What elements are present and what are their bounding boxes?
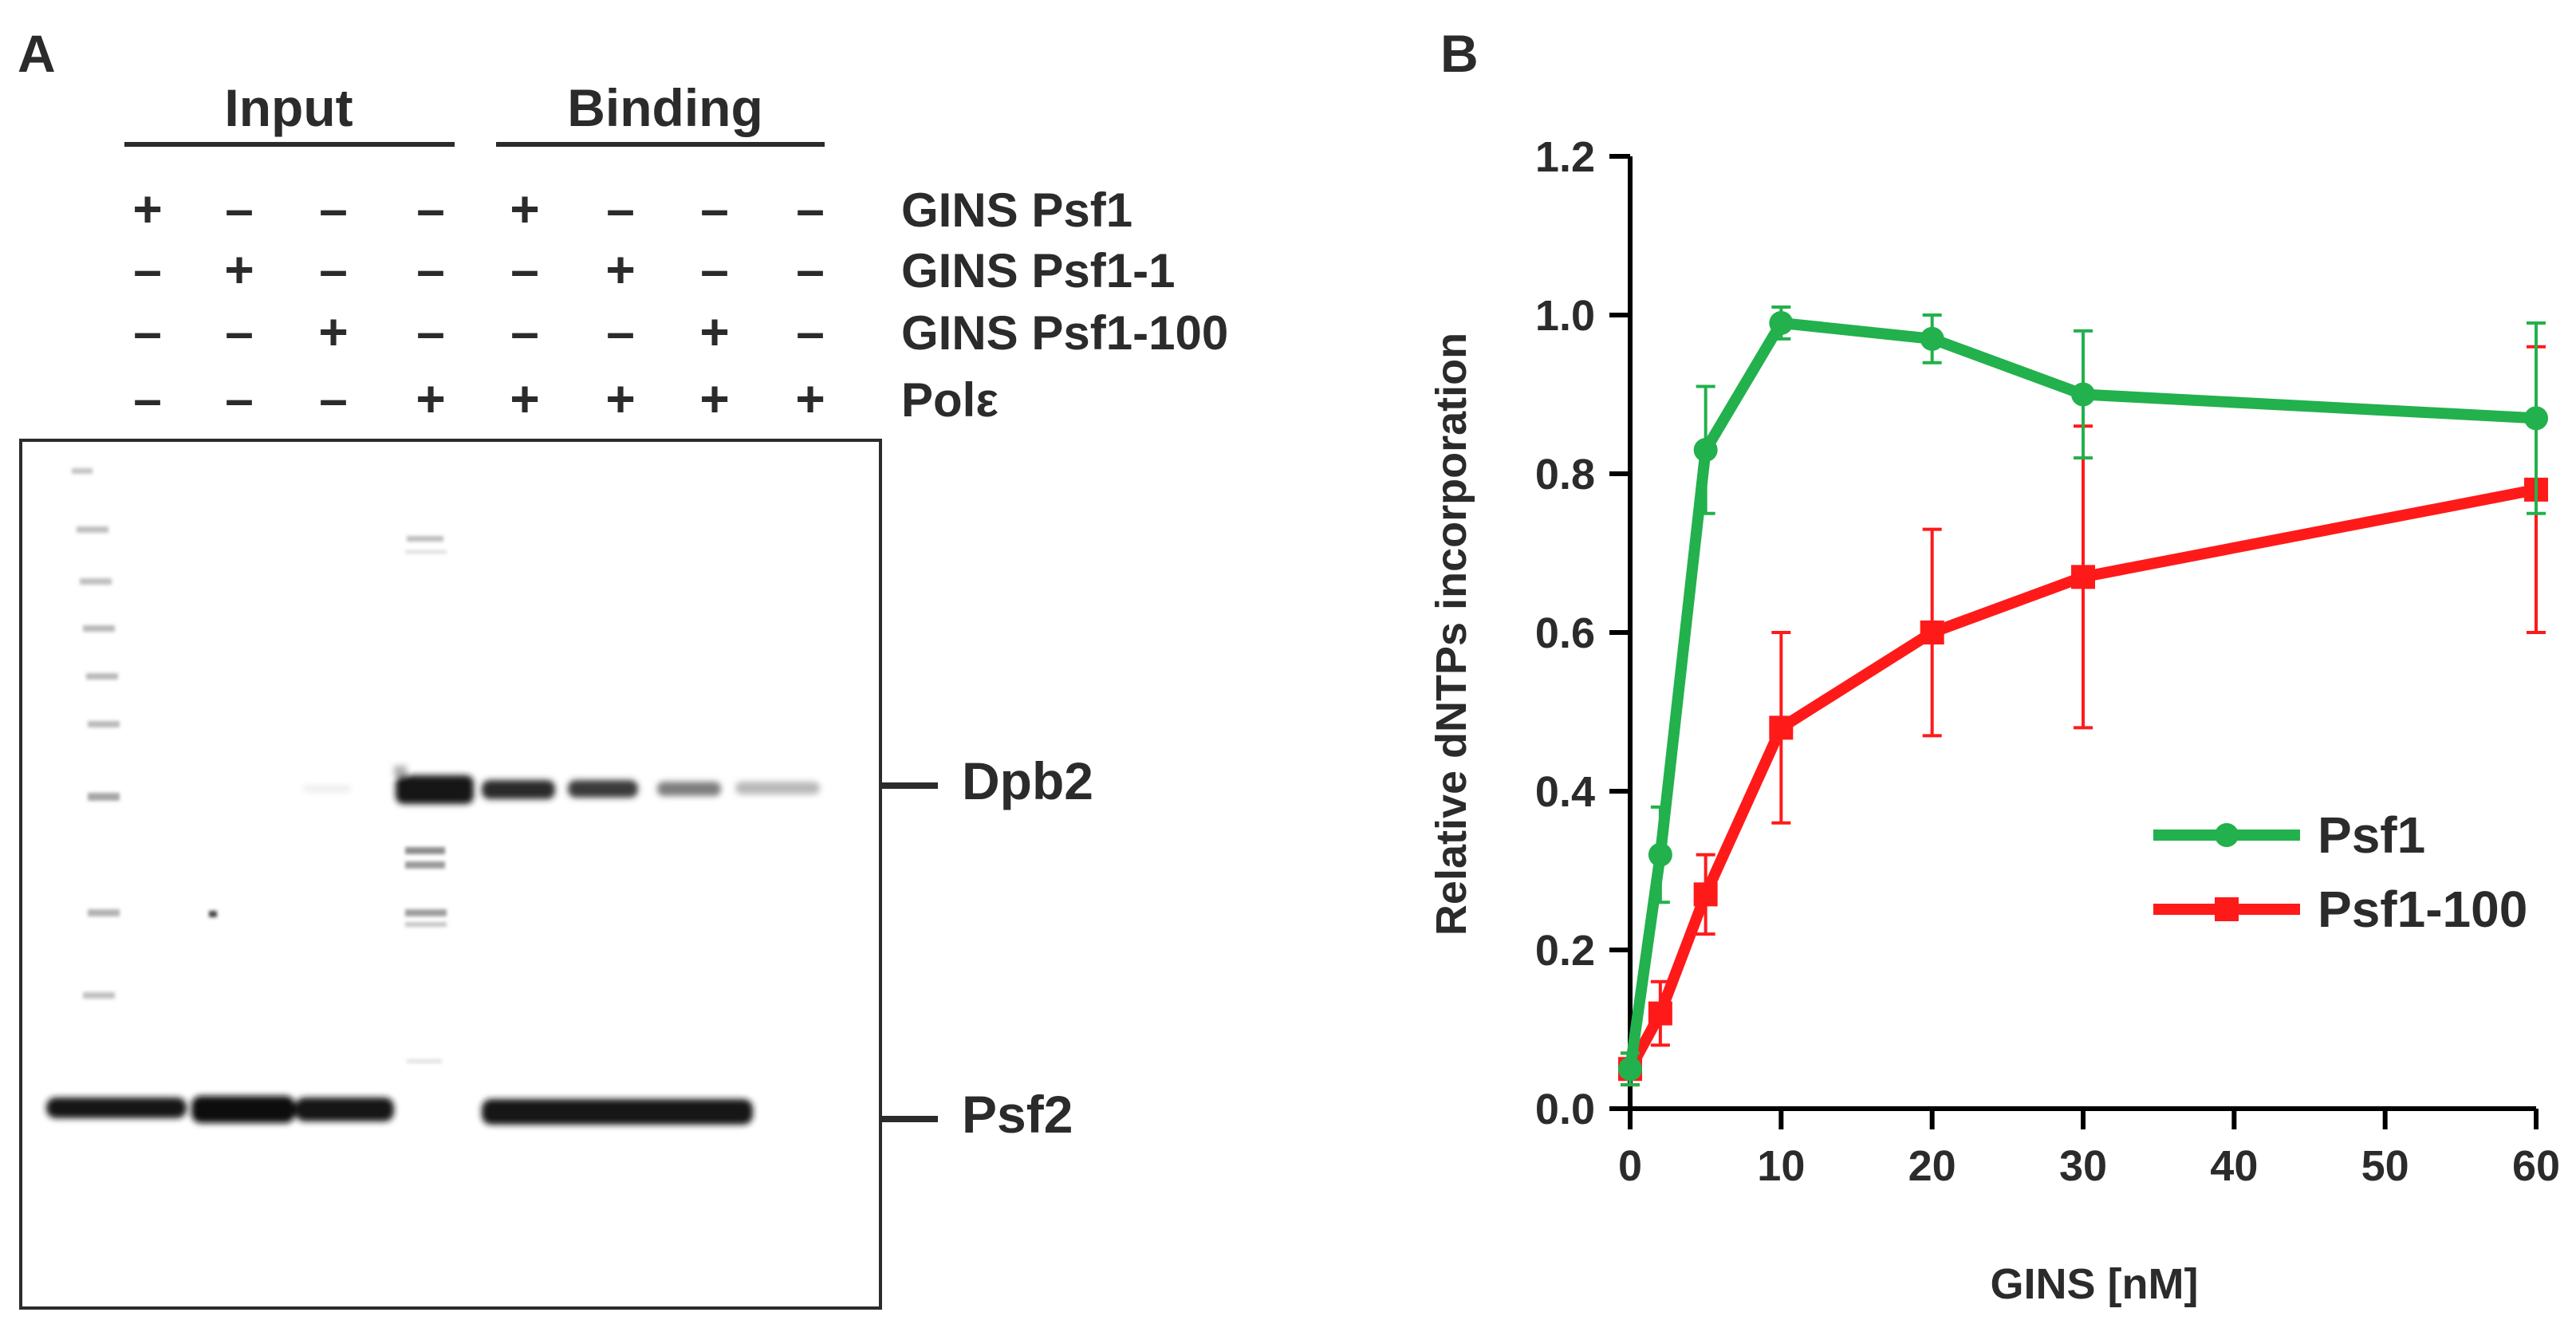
lane-sign: –: [796, 303, 825, 361]
data-point: [1618, 1057, 1642, 1082]
western-blot-image: [46, 468, 820, 1125]
lane-sign: +: [416, 370, 445, 428]
legend-label: Psf1-100: [2318, 881, 2527, 938]
lane-sign: –: [225, 180, 254, 238]
lane-sign: –: [319, 370, 348, 428]
lane-sign: –: [319, 241, 348, 298]
lane-sign: –: [606, 180, 635, 238]
x-tick-label: 40: [2210, 1142, 2258, 1190]
y-tick-label: 0.6: [1535, 609, 1595, 657]
y-tick-label: 0.0: [1535, 1086, 1595, 1133]
lane-sign: –: [796, 180, 825, 238]
lane-sign: +: [605, 241, 635, 298]
group-header-binding: Binding: [567, 78, 763, 137]
data-point: [1693, 882, 1718, 907]
pol-epsilon-lane-bands: [209, 536, 447, 1063]
data-point: [1648, 842, 1672, 867]
legend-marker: [2215, 823, 2239, 847]
x-tick-labels: 0 10 20 30 40 50 60: [1618, 1142, 2560, 1190]
lane-sign: –: [133, 370, 162, 428]
data-point: [2071, 382, 2095, 407]
row-label: GINS Psf1: [901, 183, 1132, 237]
lane-sign: +: [318, 303, 348, 361]
lane-sign: +: [510, 180, 539, 238]
x-tick-label: 0: [1618, 1142, 1642, 1190]
series-psf1-100: [1618, 345, 2548, 1087]
lane-sign: –: [416, 241, 445, 298]
data-point: [1920, 326, 1944, 351]
y-tick-label: 0.2: [1535, 927, 1595, 975]
lane-sign: +: [605, 370, 635, 428]
data-point: [1648, 1001, 1672, 1026]
data-point: [1693, 438, 1718, 463]
y-axis-label: Relative dNTPs incorporation: [1428, 333, 1475, 936]
chart-series: [1618, 305, 2548, 1087]
x-tick-label: 10: [1757, 1142, 1805, 1190]
y-tick-label: 0.4: [1535, 768, 1595, 816]
chart-axes: [1609, 154, 2539, 1129]
x-tick-label: 30: [2059, 1142, 2107, 1190]
legend-marker: [2215, 897, 2239, 921]
lane-sign: +: [510, 370, 539, 428]
lane-sign: –: [133, 303, 162, 361]
lane-sign: +: [795, 370, 825, 428]
data-point: [2071, 565, 2095, 589]
dpb2-label: Dpb2: [962, 751, 1093, 810]
group-headers: Input Binding: [124, 78, 825, 147]
chart-legend: Psf1 Psf1-100: [2153, 806, 2527, 938]
psf2-bands: [46, 1096, 753, 1125]
row-label: GINS Psf1-100: [901, 306, 1228, 360]
row-label: GINS Psf1-1: [901, 244, 1175, 298]
legend-label: Psf1: [2318, 806, 2425, 864]
sign-matrix: GINS Psf1+ – – – + – – –GINS Psf1-1– + – – – + – –GINS…: [132, 180, 1228, 428]
marker-ladder: [72, 468, 120, 999]
data-point: [1769, 715, 1794, 740]
row-label: Polε: [901, 373, 998, 427]
data-point: [1920, 621, 1944, 644]
x-tick-label: 20: [1908, 1142, 1956, 1190]
lane-sign: –: [319, 180, 348, 238]
y-tick-label: 1.2: [1535, 133, 1595, 181]
lane-sign: +: [224, 241, 254, 298]
lane-sign: –: [416, 180, 445, 238]
line-chart: 0.0 0.2 0.4 0.6 0.8 1.0 1.2 0 10 20 30 40 50 60 Rela…: [1428, 133, 2560, 1308]
lane-sign: –: [606, 303, 635, 361]
panel-a-label: A: [18, 24, 56, 83]
lane-sign: –: [133, 241, 162, 298]
western-blot-frame: [19, 439, 882, 1310]
lane-sign: –: [510, 303, 539, 361]
data-point: [1769, 310, 1794, 335]
y-tick-label: 1.0: [1535, 292, 1595, 340]
lane-sign: –: [225, 370, 254, 428]
lane-sign: +: [699, 370, 729, 428]
panel-b-label: B: [1440, 24, 1479, 83]
lane-sign: –: [700, 180, 729, 238]
group-header-input: Input: [224, 78, 353, 137]
y-tick-labels: 0.0 0.2 0.4 0.6 0.8 1.0 1.2: [1535, 133, 1595, 1133]
psf2-label: Psf2: [962, 1085, 1073, 1144]
x-tick-label: 60: [2512, 1142, 2560, 1190]
lane-sign: –: [700, 241, 729, 298]
lane-sign: –: [510, 241, 539, 298]
x-tick-label: 50: [2361, 1142, 2409, 1190]
lane-sign: –: [796, 241, 825, 298]
y-tick-label: 0.8: [1535, 451, 1595, 498]
x-axis-label: GINS [nM]: [1991, 1260, 2199, 1308]
dpb2-bands: [303, 766, 820, 804]
lane-sign: +: [132, 180, 162, 238]
data-point: [2524, 406, 2548, 431]
lane-sign: –: [416, 303, 445, 361]
series-psf1: [1618, 305, 2548, 1087]
lane-sign: +: [699, 303, 729, 361]
lane-sign: –: [225, 303, 254, 361]
